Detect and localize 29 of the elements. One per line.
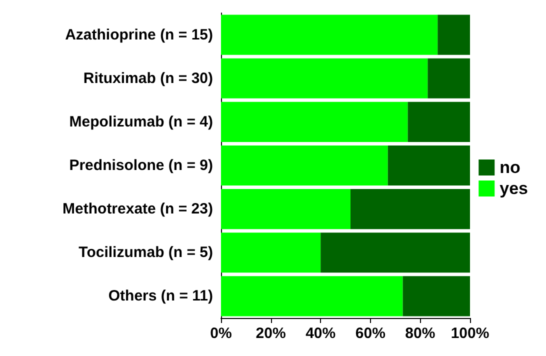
x-tick-label: 20% — [256, 325, 286, 342]
y-tick-label: Rituximab (n = 30) — [83, 70, 214, 87]
x-tick-label: 80% — [405, 325, 436, 342]
bar — [388, 145, 470, 186]
y-tick-label: Azathioprine (n = 15) — [65, 26, 213, 44]
bar — [320, 232, 470, 273]
x-tick-label: 40% — [306, 325, 336, 342]
bar — [438, 14, 470, 55]
bar — [221, 145, 388, 186]
bar — [428, 58, 470, 98]
y-tick-label: Mepolizumab (n = 4) — [69, 113, 213, 130]
bar — [221, 232, 321, 273]
bar — [221, 14, 438, 55]
bar — [402, 276, 470, 316]
x-tick-label: 100% — [450, 325, 490, 342]
y-tick-label: Prednisolone (n = 9) — [69, 157, 213, 174]
bar — [408, 102, 470, 142]
legend-label: yes — [500, 179, 528, 198]
y-tick-label: Tocilizumab (n = 5) — [78, 244, 213, 262]
bar — [221, 58, 428, 98]
y-tick-label: Methotrexate (n = 23) — [62, 200, 213, 218]
bar — [221, 189, 350, 230]
x-tick-label: 0% — [210, 325, 232, 342]
x-tick-label: 60% — [355, 325, 386, 342]
bar — [221, 102, 408, 142]
legend-label: no — [500, 158, 520, 177]
y-tick-label: Others (n = 11) — [108, 288, 213, 305]
bar — [221, 276, 403, 316]
bar — [350, 189, 470, 230]
